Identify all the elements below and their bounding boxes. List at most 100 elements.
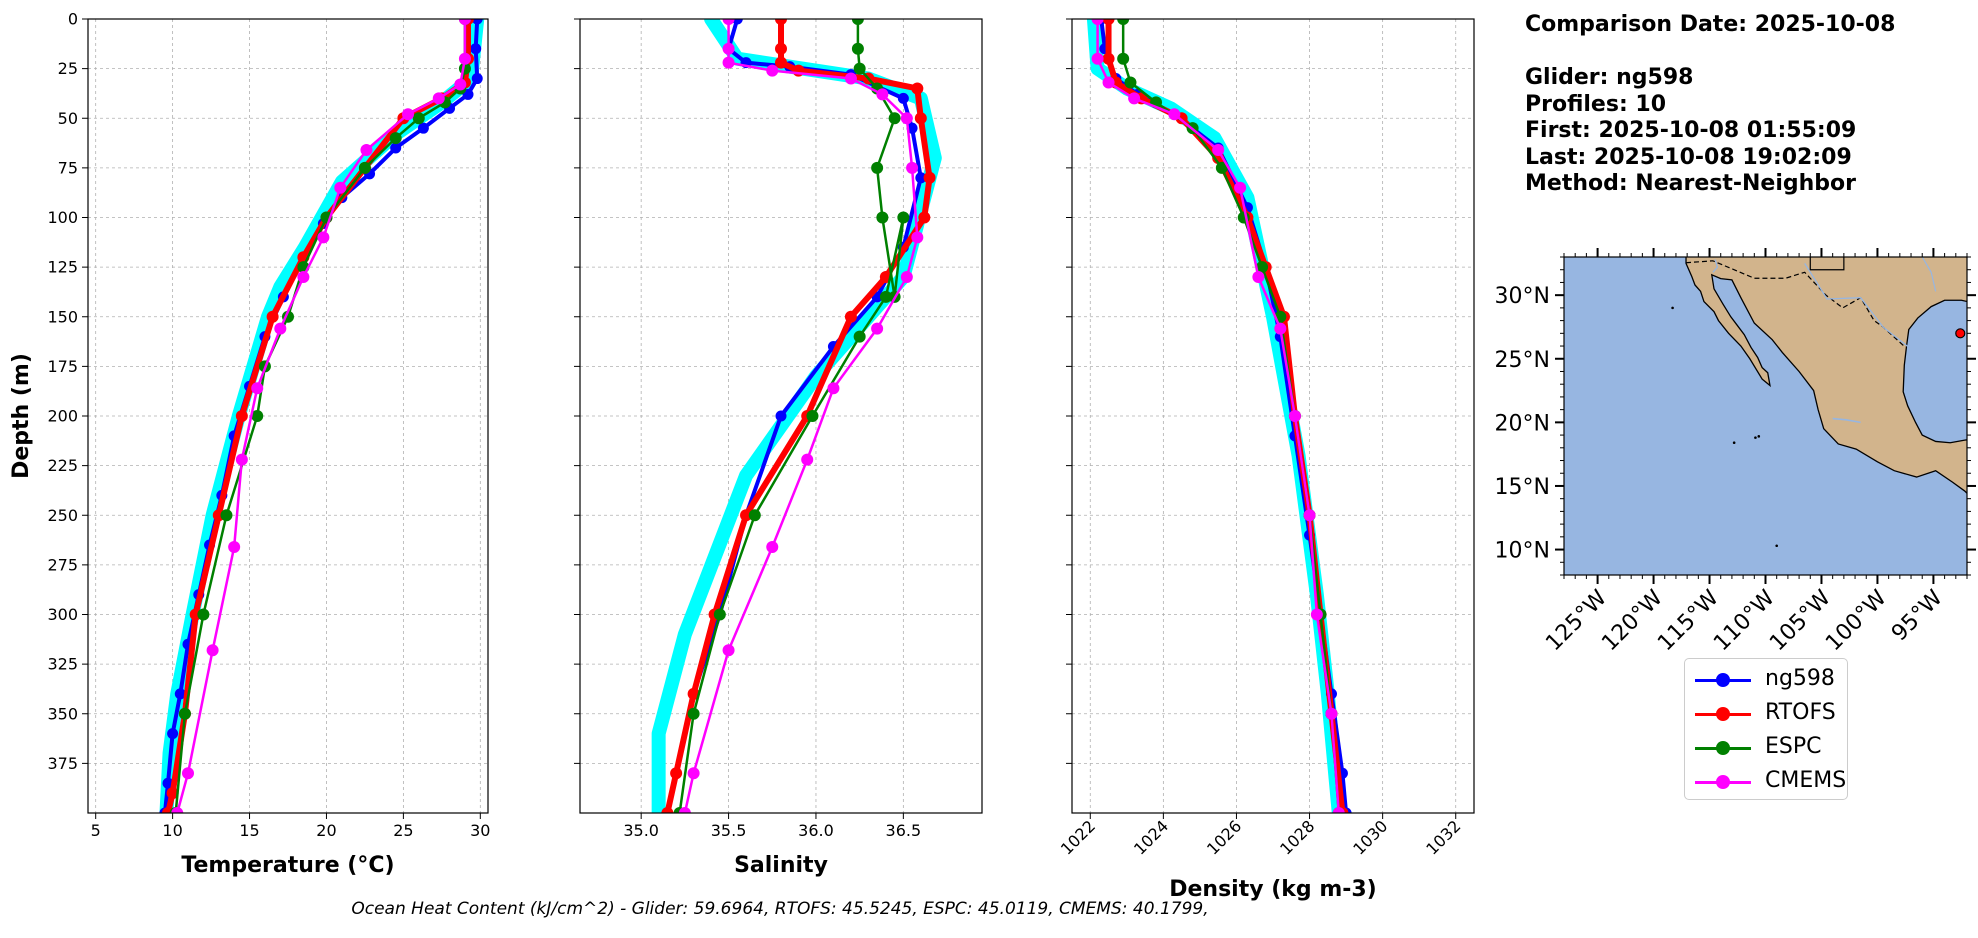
method: Method: Nearest-Neighbor (1525, 171, 1856, 196)
x-tick-label: 25 (393, 821, 413, 840)
map-lat-label: 20°N (1495, 411, 1550, 436)
ocean-heat-content-note: Ocean Heat Content (kJ/cm^2) - Glider: 5… (351, 899, 1209, 919)
data-point (1256, 261, 1269, 274)
data-point (900, 271, 913, 284)
x-tick-label: 10 (162, 821, 182, 840)
data-point (775, 19, 787, 25)
y-tick-label: 300 (47, 605, 78, 624)
legend-label-ng598: ng598 (1765, 666, 1835, 691)
data-point (402, 108, 414, 121)
location-map: 10°N 15°N 20°N 25°N 30°N 125°W120°W115°W110°W… (1495, 248, 1976, 656)
data-point (766, 64, 779, 77)
x-tick-label: 1030 (1349, 816, 1391, 858)
x-tick-label: 1024 (1130, 816, 1172, 858)
state-border (1809, 257, 1845, 271)
y-tick-label: 0 (68, 10, 78, 29)
data-point (897, 92, 909, 104)
data-point (251, 410, 264, 422)
data-point (851, 19, 864, 25)
data-point (317, 231, 330, 244)
series-line-cmems (176, 19, 467, 813)
x-tick-label: 1026 (1203, 816, 1245, 858)
data-point (1102, 19, 1115, 25)
data-point (1303, 509, 1316, 522)
data-point (412, 112, 425, 125)
map-lon-label: 120°W (1597, 585, 1668, 656)
series-line-espc (174, 19, 467, 813)
data-point (1124, 76, 1137, 89)
data-point (454, 78, 467, 91)
data-point (471, 73, 483, 85)
x-tick-label: 1032 (1422, 816, 1464, 858)
data-point (722, 644, 735, 657)
land-mass (1685, 257, 1967, 495)
data-point (166, 787, 179, 800)
y-tick-label: 100 (47, 208, 78, 227)
x-axis-label: Density (kg m-3) (1169, 877, 1377, 902)
data-point (171, 807, 184, 813)
data-point (775, 56, 787, 69)
data-point (678, 807, 691, 813)
island (1732, 441, 1736, 445)
data-point (1091, 19, 1104, 25)
data-point (1212, 144, 1225, 157)
data-point (206, 644, 219, 657)
data-point (801, 453, 814, 466)
data-point (871, 161, 884, 174)
data-point (458, 52, 471, 65)
x-axis-label: Salinity (734, 853, 828, 878)
data-point (220, 509, 233, 522)
data-point (876, 88, 889, 101)
panel-3: 1022 1024 1026 1028 1030 1032 Density (kg m-3) (1057, 18, 1475, 902)
x-tick-label: 15 (239, 821, 259, 840)
data-point (1102, 76, 1115, 89)
series-cmems (1091, 19, 1345, 813)
data-point (844, 310, 857, 323)
y-tick-label: 275 (47, 555, 78, 574)
y-tick-label: 350 (47, 704, 78, 723)
river (1804, 263, 1910, 348)
data-point (879, 290, 892, 303)
data-point (417, 122, 429, 134)
island (1671, 306, 1674, 310)
data-point (1310, 608, 1323, 621)
profile-count: Profiles: 10 (1525, 91, 1667, 117)
legend-item-rtofs: RTOFS (1695, 699, 1845, 729)
panel-1: 5 10 15 20 25 3002550751001251501752002252502… (9, 10, 490, 879)
data-point (1091, 52, 1104, 65)
island (1757, 435, 1761, 438)
data-point (1332, 807, 1345, 813)
series-line-espc (678, 19, 905, 813)
data-point (915, 172, 927, 184)
legend-marker-espc (1716, 741, 1730, 755)
panel-2: 35.0 35.5 36.0 36.5 Salinity (574, 18, 983, 878)
x-tick-label: 1022 (1057, 816, 1099, 858)
data-point (687, 767, 700, 780)
data-point (897, 211, 910, 224)
data-point (1117, 19, 1130, 25)
map-lon-label: 110°W (1709, 585, 1780, 656)
river (1921, 257, 1937, 292)
data-point (876, 211, 889, 224)
data-point (182, 767, 194, 780)
map-content (1671, 257, 1967, 548)
plot-area (159, 19, 485, 813)
data-point (360, 144, 373, 157)
data-point (775, 410, 787, 422)
data-point (274, 322, 287, 335)
data-point (1102, 52, 1115, 65)
data-point (1325, 707, 1338, 720)
y-tick-label: 25 (58, 59, 78, 78)
island (1754, 436, 1757, 439)
data-point (358, 161, 371, 174)
plot-area (651, 19, 942, 813)
legend-item-ng598: ng598 (1695, 665, 1845, 695)
glider-name: Glider: ng598 (1525, 65, 1694, 90)
x-tick-label: 5 (91, 821, 101, 840)
data-point (871, 322, 884, 335)
plot-area (1086, 19, 1352, 813)
legend-marker-rtofs (1716, 707, 1730, 721)
data-point (687, 707, 700, 720)
